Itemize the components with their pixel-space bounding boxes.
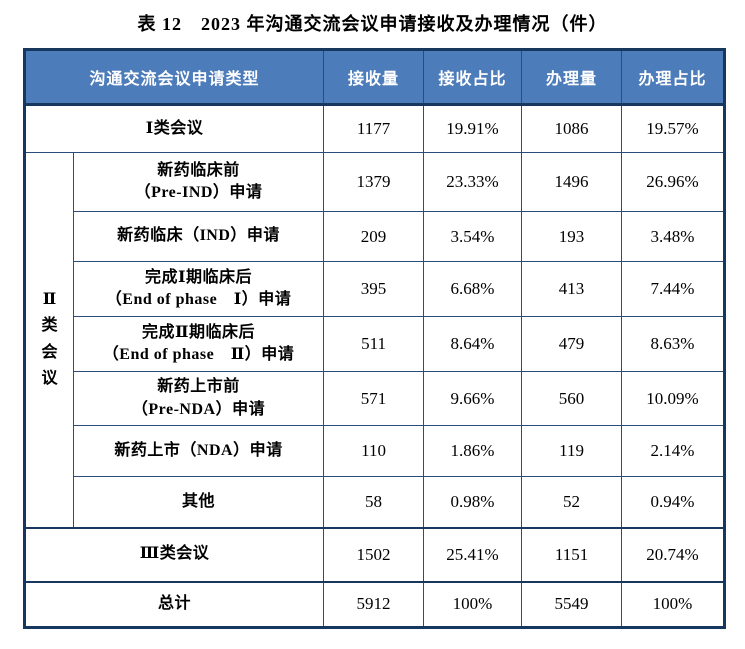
received-value: 1379 [323, 152, 425, 212]
row-nda: 新药上市（NDA）申请 110 1.86% 119 2.14% [25, 425, 726, 477]
received-value: 110 [323, 425, 425, 477]
row-label: 新药上市（NDA）申请 [72, 425, 325, 477]
received-value: 511 [323, 316, 425, 372]
received-value: 5912 [323, 580, 425, 628]
processed-value: 560 [521, 371, 623, 426]
row-total: 总计 5912 100% 5549 100% [23, 580, 726, 628]
received-pct-value: 25.41% [423, 526, 523, 582]
processed-pct-value: 10.09% [621, 371, 726, 426]
group-label-type2-meeting: Ⅱ 类 会 议 [24, 152, 74, 528]
processed-pct-value: 7.44% [621, 261, 726, 317]
row-label: 完成Ⅱ期临床后 （End of phase Ⅱ）申请 [72, 316, 325, 372]
processed-pct-value: 100% [621, 580, 726, 628]
processed-value: 1151 [521, 526, 623, 582]
received-pct-value: 19.91% [423, 104, 523, 153]
document-page: 表 12 2023 年沟通交流会议申请接收及办理情况（件） 沟通交流会议申请类型… [23, 14, 727, 629]
processed-pct-value: 20.74% [621, 526, 726, 582]
processed-value: 193 [521, 211, 623, 262]
row-label: 新药上市前 （Pre-NDA）申请 [72, 371, 325, 426]
processed-value: 52 [521, 476, 623, 528]
row-label: 新药临床（IND）申请 [72, 211, 325, 262]
processed-pct-value: 3.48% [621, 211, 726, 262]
row-type1-meeting: Ⅰ类会议 1177 19.91% 1086 19.57% [23, 104, 726, 153]
received-pct-value: 8.64% [423, 316, 523, 372]
processed-pct-value: 0.94% [621, 476, 726, 528]
row-other: 其他 58 0.98% 52 0.94% [25, 476, 726, 528]
row-ind: 新药临床（IND）申请 209 3.54% 193 3.48% [25, 211, 726, 262]
col-header-processed-pct: 办理占比 [621, 49, 726, 106]
row-end-of-phase2: 完成Ⅱ期临床后 （End of phase Ⅱ）申请 511 8.64% 479… [25, 316, 726, 372]
table-header: 沟通交流会议申请类型 接收量 接收占比 办理量 办理占比 [23, 49, 726, 106]
row-label: 其他 [72, 476, 325, 528]
received-pct-value: 9.66% [423, 371, 523, 426]
meeting-applications-table: 沟通交流会议申请类型 接收量 接收占比 办理量 办理占比 Ⅰ类会议 1177 1… [23, 48, 727, 629]
col-header-processed: 办理量 [521, 49, 623, 106]
row-end-of-phase1: 完成Ⅰ期临床后 （End of phase Ⅰ）申请 395 6.68% 413… [25, 261, 726, 317]
received-value: 1502 [323, 526, 425, 582]
processed-pct-value: 8.63% [621, 316, 726, 372]
row-label: Ⅲ类会议 [23, 526, 325, 582]
processed-value: 5549 [521, 580, 623, 628]
header-row: 沟通交流会议申请类型 接收量 接收占比 办理量 办理占比 [23, 49, 726, 106]
received-pct-value: 0.98% [423, 476, 523, 528]
received-pct-value: 1.86% [423, 425, 523, 477]
processed-value: 1086 [521, 104, 623, 153]
table-body: Ⅰ类会议 1177 19.91% 1086 19.57% Ⅱ 类 会 议 新药临… [23, 104, 726, 628]
row-label: 完成Ⅰ期临床后 （End of phase Ⅰ）申请 [72, 261, 325, 317]
col-header-received: 接收量 [323, 49, 425, 106]
row-label: 新药临床前 （Pre-IND）申请 [72, 152, 325, 212]
processed-value: 479 [521, 316, 623, 372]
received-pct-value: 100% [423, 580, 523, 628]
received-value: 1177 [323, 104, 425, 153]
processed-value: 1496 [521, 152, 623, 212]
processed-value: 119 [521, 425, 623, 477]
row-pre-nda: 新药上市前 （Pre-NDA）申请 571 9.66% 560 10.09% [25, 371, 726, 426]
table-title: 表 12 2023 年沟通交流会议申请接收及办理情况（件） [137, 14, 608, 34]
processed-pct-value: 2.14% [621, 425, 726, 477]
received-pct-value: 3.54% [423, 211, 523, 262]
received-pct-value: 23.33% [423, 152, 523, 212]
processed-pct-value: 26.96% [621, 152, 726, 212]
processed-value: 413 [521, 261, 623, 317]
received-value: 209 [323, 211, 425, 262]
row-label: Ⅰ类会议 [23, 104, 325, 153]
row-pre-ind: Ⅱ 类 会 议 新药临床前 （Pre-IND）申请 1379 23.33% 14… [24, 152, 726, 528]
received-pct-value: 6.68% [423, 261, 523, 317]
row-label: 总计 [23, 580, 325, 628]
received-value: 395 [323, 261, 425, 317]
received-value: 58 [323, 476, 425, 528]
received-value: 571 [323, 371, 425, 426]
processed-pct-value: 19.57% [621, 104, 726, 153]
col-header-received-pct: 接收占比 [423, 49, 523, 106]
col-header-type: 沟通交流会议申请类型 [23, 49, 325, 106]
row-type3-meeting: Ⅲ类会议 1502 25.41% 1151 20.74% [23, 526, 726, 582]
